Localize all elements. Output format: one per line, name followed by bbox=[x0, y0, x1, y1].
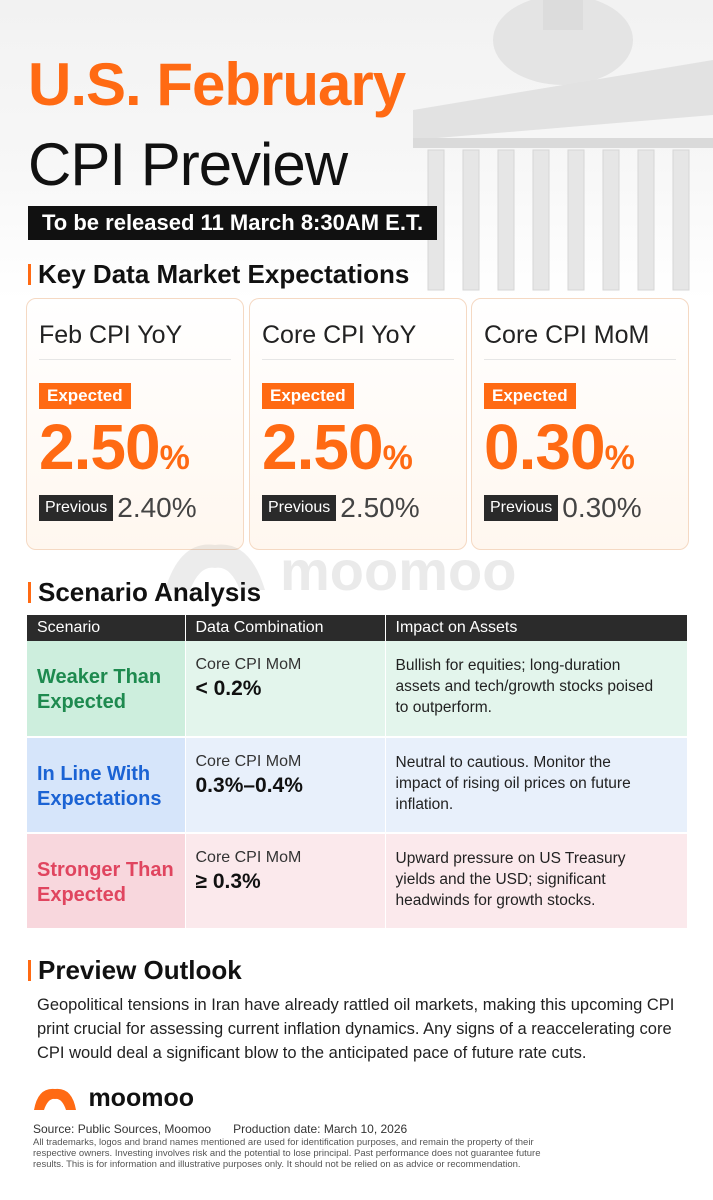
scenario-name-line: Expected bbox=[37, 884, 126, 906]
scenario-name: Weaker Than Expected bbox=[37, 655, 175, 715]
expectation-card-core-cpi-yoy: Core CPI YoY Expected 2.50% Previous 2.50… bbox=[249, 298, 467, 550]
page-title: U.S. February bbox=[28, 51, 406, 118]
condition-label: Core CPI MoM bbox=[195, 849, 302, 866]
moomoo-watermark: moomoo bbox=[160, 530, 580, 602]
expected-value: 2.50% bbox=[262, 407, 413, 505]
release-date-tag: To be released 11 March 8:30AM E.T. bbox=[28, 206, 438, 240]
expectation-card-core-cpi-mom: Core CPI MoM Expected 0.30% Previous 0.30… bbox=[471, 298, 689, 550]
scenario-name: Stronger Than Expected bbox=[37, 848, 175, 908]
table-row-weaker: Weaker Than Expected Core CPI MoM < 0.2%… bbox=[27, 641, 688, 738]
column-header-scenario: Scenario bbox=[27, 615, 186, 641]
previous-value: 0.30% bbox=[562, 492, 642, 523]
card-title: Core CPI YoY bbox=[262, 319, 454, 360]
impact-line: Bullish for equities; long-duration bbox=[395, 657, 621, 674]
condition-cell: Core CPI MoM ≥ 0.3% bbox=[185, 833, 386, 930]
scenario-name: In Line With Expectations bbox=[37, 752, 175, 812]
table-header-row: Scenario Data Combination Impact on Asse… bbox=[27, 615, 688, 641]
table-row-in-line: In Line With Expectations Core CPI MoM 0… bbox=[27, 737, 688, 834]
condition-value: < 0.2% bbox=[195, 677, 262, 700]
condition-cell: Core CPI MoM 0.3%–0.4% bbox=[185, 737, 386, 834]
condition-label: Core CPI MoM bbox=[195, 753, 302, 770]
scenario-name-line: Weaker Than bbox=[37, 666, 162, 688]
watermark-text: moomoo bbox=[280, 539, 517, 602]
moomoo-bull-icon bbox=[165, 544, 265, 590]
impact-line: assets and tech/growth stocks poised bbox=[395, 678, 654, 695]
impact-text: Neutral to cautious. Monitor the impact … bbox=[396, 752, 677, 815]
card-title: Feb CPI YoY bbox=[39, 319, 231, 360]
expected-number: 2.50 bbox=[262, 411, 384, 483]
expected-unit: % bbox=[382, 439, 413, 477]
previous-badge: Previous bbox=[484, 495, 559, 521]
previous-row: Previous 2.40% bbox=[39, 492, 197, 524]
section-title-scenario: Scenario Analysis bbox=[28, 576, 261, 608]
column-header-data-combination: Data Combination bbox=[185, 615, 386, 641]
scenario-name-line: In Line With bbox=[37, 763, 151, 785]
previous-badge: Previous bbox=[39, 495, 114, 521]
card-title: Core CPI MoM bbox=[484, 319, 676, 360]
previous-badge: Previous bbox=[262, 495, 337, 521]
capitol-building-illustration bbox=[413, 0, 713, 291]
impact-cell: Upward pressure on US Treasury yields an… bbox=[385, 833, 688, 930]
condition-value: ≥ 0.3% bbox=[195, 870, 261, 893]
expected-number: 0.30 bbox=[484, 411, 606, 483]
previous-row: Previous 2.50% bbox=[262, 492, 420, 524]
scenario-name-line: Expected bbox=[37, 691, 126, 713]
impact-cell: Bullish for equities; long-duration asse… bbox=[385, 641, 688, 738]
expected-unit: % bbox=[159, 439, 190, 477]
previous-value: 2.50% bbox=[340, 492, 420, 523]
logo-text: moomoo bbox=[88, 1083, 194, 1112]
impact-line: headwinds for growth stocks. bbox=[395, 892, 596, 909]
scenario-table: Scenario Data Combination Impact on Asse… bbox=[27, 615, 688, 930]
expected-badge: Expected bbox=[39, 383, 131, 409]
expected-value: 0.30% bbox=[484, 407, 635, 505]
production-date: Production date: March 10, 2026 bbox=[233, 1122, 408, 1136]
impact-line: to outperform. bbox=[395, 699, 493, 716]
impact-line: Upward pressure on US Treasury bbox=[395, 850, 626, 867]
outlook-paragraph: Geopolitical tensions in Iran have alrea… bbox=[37, 996, 675, 1062]
scenario-cell: In Line With Expectations bbox=[27, 737, 186, 834]
section-title-outlook: Preview Outlook bbox=[28, 954, 242, 986]
condition-value: 0.3%–0.4% bbox=[195, 774, 303, 797]
impact-line: impact of rising oil prices on future bbox=[395, 775, 631, 792]
expected-number: 2.50 bbox=[39, 411, 161, 483]
moomoo-logo: moomoo bbox=[32, 1083, 194, 1117]
previous-row: Previous 0.30% bbox=[484, 492, 642, 524]
impact-line: inflation. bbox=[395, 796, 454, 813]
footer-source-line: Source: Public Sources, Moomoo Production… bbox=[33, 1122, 407, 1136]
column-header-impact: Impact on Assets bbox=[385, 615, 688, 641]
impact-line: yields and the USD; significant bbox=[395, 871, 606, 888]
condition-cell: Core CPI MoM < 0.2% bbox=[185, 641, 386, 738]
condition-label: Core CPI MoM bbox=[195, 656, 302, 673]
disclaimer-text: All trademarks, logos and brand names me… bbox=[33, 1137, 541, 1170]
impact-cell: Neutral to cautious. Monitor the impact … bbox=[385, 737, 688, 834]
expected-badge: Expected bbox=[484, 383, 576, 409]
section-title-key-data: Key Data Market Expectations bbox=[28, 258, 409, 290]
expected-unit: % bbox=[604, 439, 635, 477]
scenario-cell: Weaker Than Expected bbox=[27, 641, 186, 738]
previous-value: 2.40% bbox=[117, 492, 197, 523]
moomoo-bull-icon bbox=[34, 1088, 76, 1110]
scenario-name-line: Stronger Than bbox=[37, 859, 174, 881]
impact-text: Upward pressure on US Treasury yields an… bbox=[396, 848, 677, 911]
expected-badge: Expected bbox=[262, 383, 354, 409]
page-subtitle: CPI Preview bbox=[28, 131, 348, 198]
impact-text: Bullish for equities; long-duration asse… bbox=[396, 655, 677, 718]
scenario-name-line: Expectations bbox=[37, 788, 162, 810]
expectation-card-feb-cpi-yoy: Feb CPI YoY Expected 2.50% Previous 2.40% bbox=[26, 298, 244, 550]
source-text: Source: Public Sources, Moomoo bbox=[33, 1122, 212, 1136]
expected-value: 2.50% bbox=[39, 407, 190, 505]
scenario-cell: Stronger Than Expected bbox=[27, 833, 186, 930]
table-row-stronger: Stronger Than Expected Core CPI MoM ≥ 0.… bbox=[27, 833, 688, 930]
impact-line: Neutral to cautious. Monitor the bbox=[395, 754, 611, 771]
hero-background bbox=[0, 0, 713, 300]
